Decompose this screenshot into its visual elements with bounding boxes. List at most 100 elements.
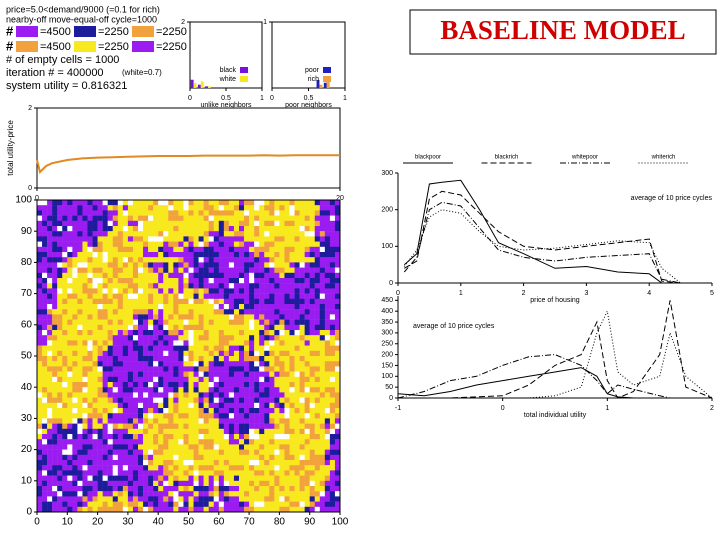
map-cell	[279, 439, 285, 445]
map-cell	[107, 205, 113, 211]
map-cell	[198, 397, 204, 403]
map-cell	[132, 350, 139, 357]
map-cell	[97, 335, 103, 341]
map-cell	[168, 241, 174, 247]
map-cell	[173, 246, 179, 253]
map-cell	[82, 210, 88, 216]
map-cell	[122, 397, 129, 403]
map-cell	[324, 356, 331, 362]
map-cell	[158, 335, 164, 341]
map-cell	[223, 413, 230, 419]
map-cell	[329, 293, 336, 299]
map-cell	[314, 397, 320, 403]
map-cell	[132, 278, 139, 284]
map-cell	[309, 454, 315, 461]
map-cell	[254, 392, 260, 398]
map-cell	[143, 257, 149, 263]
map-cell	[77, 376, 83, 383]
map-cell	[193, 200, 199, 206]
map-cell	[168, 470, 174, 476]
map-cell	[299, 465, 305, 471]
map-cell	[319, 267, 326, 273]
map-cell	[107, 387, 113, 393]
map-cell	[324, 454, 331, 461]
map-cell	[87, 298, 93, 305]
map-cell	[319, 262, 326, 268]
map-cell	[249, 465, 255, 471]
map-cell	[244, 205, 250, 211]
map-cell	[52, 241, 58, 247]
map-cell	[254, 496, 260, 502]
map-cell	[107, 324, 113, 331]
map-cell	[294, 272, 300, 279]
map-cell	[57, 465, 63, 471]
map-cell	[138, 340, 144, 346]
map-cell	[193, 387, 199, 393]
map-cell	[102, 283, 108, 289]
map-cell	[168, 491, 174, 497]
map-cell	[274, 257, 280, 263]
map-cell	[178, 496, 184, 502]
map-cell	[102, 309, 108, 315]
map-cell	[314, 387, 320, 393]
map-cell	[203, 506, 209, 513]
map-cell	[249, 470, 255, 476]
map-cell	[314, 288, 320, 294]
map-cell	[117, 470, 124, 476]
map-cell	[254, 293, 260, 299]
map-cell	[289, 304, 295, 310]
map-cell	[193, 460, 199, 466]
map-cell	[198, 278, 204, 284]
map-cell	[62, 262, 68, 268]
map-cell	[279, 444, 285, 450]
map-cell	[324, 226, 331, 232]
map-cell	[279, 262, 285, 268]
map-cell	[324, 215, 331, 221]
map-cell	[314, 366, 320, 372]
map-cell	[57, 231, 63, 237]
map-cell	[239, 376, 245, 383]
map-cell	[67, 371, 73, 377]
map-cell	[183, 220, 189, 227]
map-cell	[178, 340, 184, 346]
map-cell	[77, 475, 83, 481]
map-cell	[158, 324, 164, 331]
map-cell	[279, 356, 285, 362]
map-cell	[324, 413, 331, 419]
map-cell	[62, 205, 68, 211]
map-cell	[163, 449, 169, 455]
map-cell	[163, 387, 169, 393]
map-cell	[249, 475, 255, 481]
map-cell	[77, 491, 83, 497]
map-cell	[148, 486, 154, 492]
map-cell	[42, 283, 48, 289]
map-cell	[244, 382, 250, 388]
map-cell	[37, 314, 43, 320]
x-tick-label: 0.5	[304, 95, 314, 102]
map-cell	[249, 387, 255, 393]
map-cell	[233, 376, 240, 383]
map-cell	[274, 387, 280, 393]
map-cell	[244, 465, 250, 471]
map-cell	[132, 220, 139, 227]
map-cell	[47, 278, 53, 284]
map-cell	[87, 226, 93, 232]
map-cell	[178, 428, 184, 435]
map-cell	[52, 428, 58, 435]
map-cell	[319, 350, 326, 357]
map-cell	[178, 361, 184, 367]
map-cell	[102, 314, 108, 320]
map-cell	[138, 413, 144, 419]
map-cell	[77, 278, 83, 284]
map-cell	[249, 262, 255, 268]
map-cell	[62, 397, 68, 403]
map-cell	[143, 491, 149, 497]
map-cell	[274, 293, 280, 299]
map-cell	[52, 423, 58, 429]
map-cell	[132, 465, 139, 471]
map-cell	[47, 413, 53, 419]
map-cell	[289, 241, 295, 247]
map-cell	[233, 319, 240, 325]
map-cell	[117, 210, 124, 216]
map-cell	[203, 252, 209, 258]
